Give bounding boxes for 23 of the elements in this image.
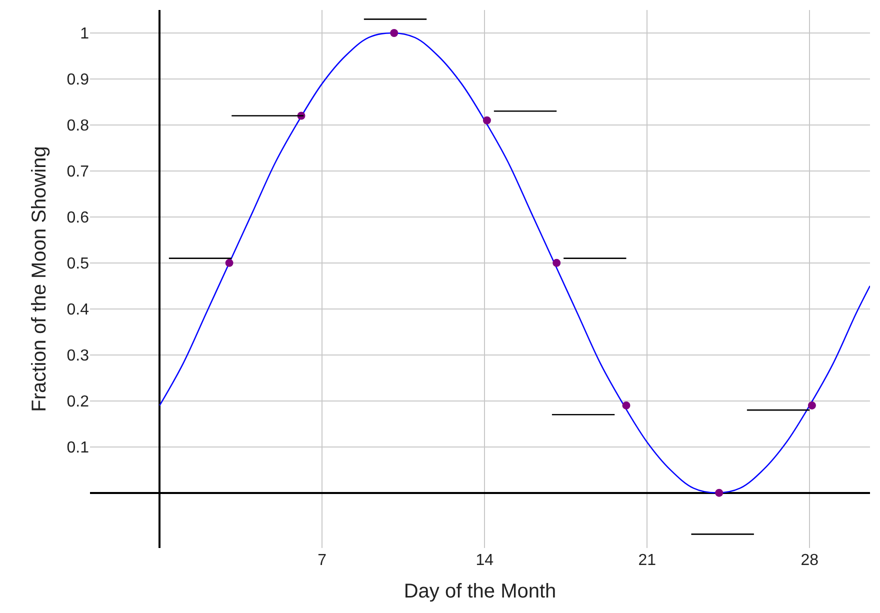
- y-tick-label: 1: [80, 26, 90, 43]
- x-axis-title: Day of the Month: [404, 580, 556, 602]
- x-tick-label: 21: [638, 552, 656, 569]
- y-tick-label: 0.2: [66, 393, 90, 410]
- y-tick-label: 0.1: [66, 439, 90, 456]
- x-tick-label: 7: [318, 552, 327, 569]
- point: [390, 28, 398, 37]
- point: [808, 401, 816, 410]
- y-axis-title: Fraction of the Moon Showing: [28, 146, 50, 412]
- x-tick-label: 14: [476, 552, 494, 569]
- y-tick-label: 0.8: [66, 118, 90, 135]
- point: [552, 258, 561, 267]
- y-tick-label: 0.5: [66, 256, 90, 273]
- y-tick-label: 0.4: [66, 301, 90, 318]
- point: [225, 258, 234, 267]
- point: [482, 116, 491, 124]
- y-tick-label: 0.6: [66, 210, 90, 227]
- y-tick-label: 0.9: [66, 72, 90, 89]
- point: [622, 401, 630, 410]
- x-tick-label: 28: [800, 552, 819, 569]
- point: [715, 488, 724, 497]
- y-tick-label: 0.3: [66, 347, 90, 364]
- y-tick-label: 0.7: [66, 164, 90, 181]
